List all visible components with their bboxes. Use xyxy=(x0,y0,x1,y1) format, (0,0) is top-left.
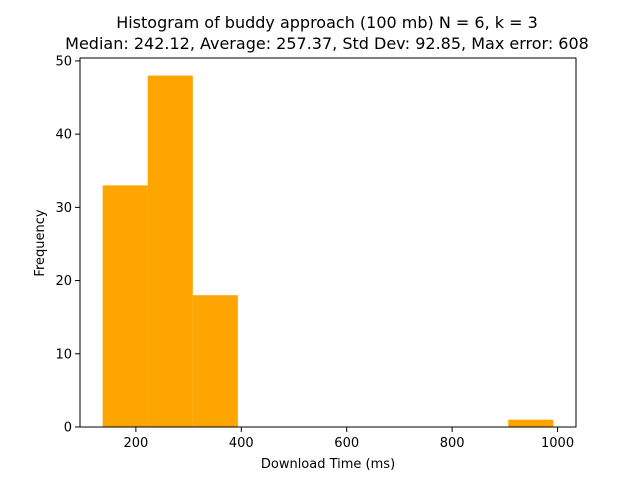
x-tick-label: 200 xyxy=(123,436,148,451)
y-tick-label: 40 xyxy=(55,128,72,143)
x-tick-label: 800 xyxy=(440,436,465,451)
y-axis-ticks: 0 10 20 30 40 50 xyxy=(55,54,80,436)
chart-subtitle: Median: 242.12, Average: 257.37, Std Dev… xyxy=(65,34,589,53)
y-tick-label: 10 xyxy=(55,347,72,362)
histogram-bar-2 xyxy=(192,295,238,427)
histogram-bar-9 xyxy=(508,419,554,427)
chart-title: Histogram of buddy approach (100 mb) N =… xyxy=(116,13,538,32)
histogram-bar-1 xyxy=(147,75,193,428)
bars-group xyxy=(102,75,554,428)
y-tick-label: 0 xyxy=(64,421,72,436)
histogram-bar-0 xyxy=(102,185,148,427)
x-tick-label: 400 xyxy=(229,436,254,451)
y-axis-label: Frequency xyxy=(33,209,48,276)
x-axis-label: Download Time (ms) xyxy=(261,457,395,472)
y-tick-label: 30 xyxy=(55,201,72,216)
x-axis-ticks: 200 400 600 800 1000 xyxy=(123,427,574,451)
y-tick-label: 50 xyxy=(55,54,72,69)
y-tick-label: 20 xyxy=(55,274,72,289)
x-tick-label: 1000 xyxy=(541,436,574,451)
plot-frame xyxy=(79,57,577,428)
x-tick-label: 600 xyxy=(334,436,359,451)
